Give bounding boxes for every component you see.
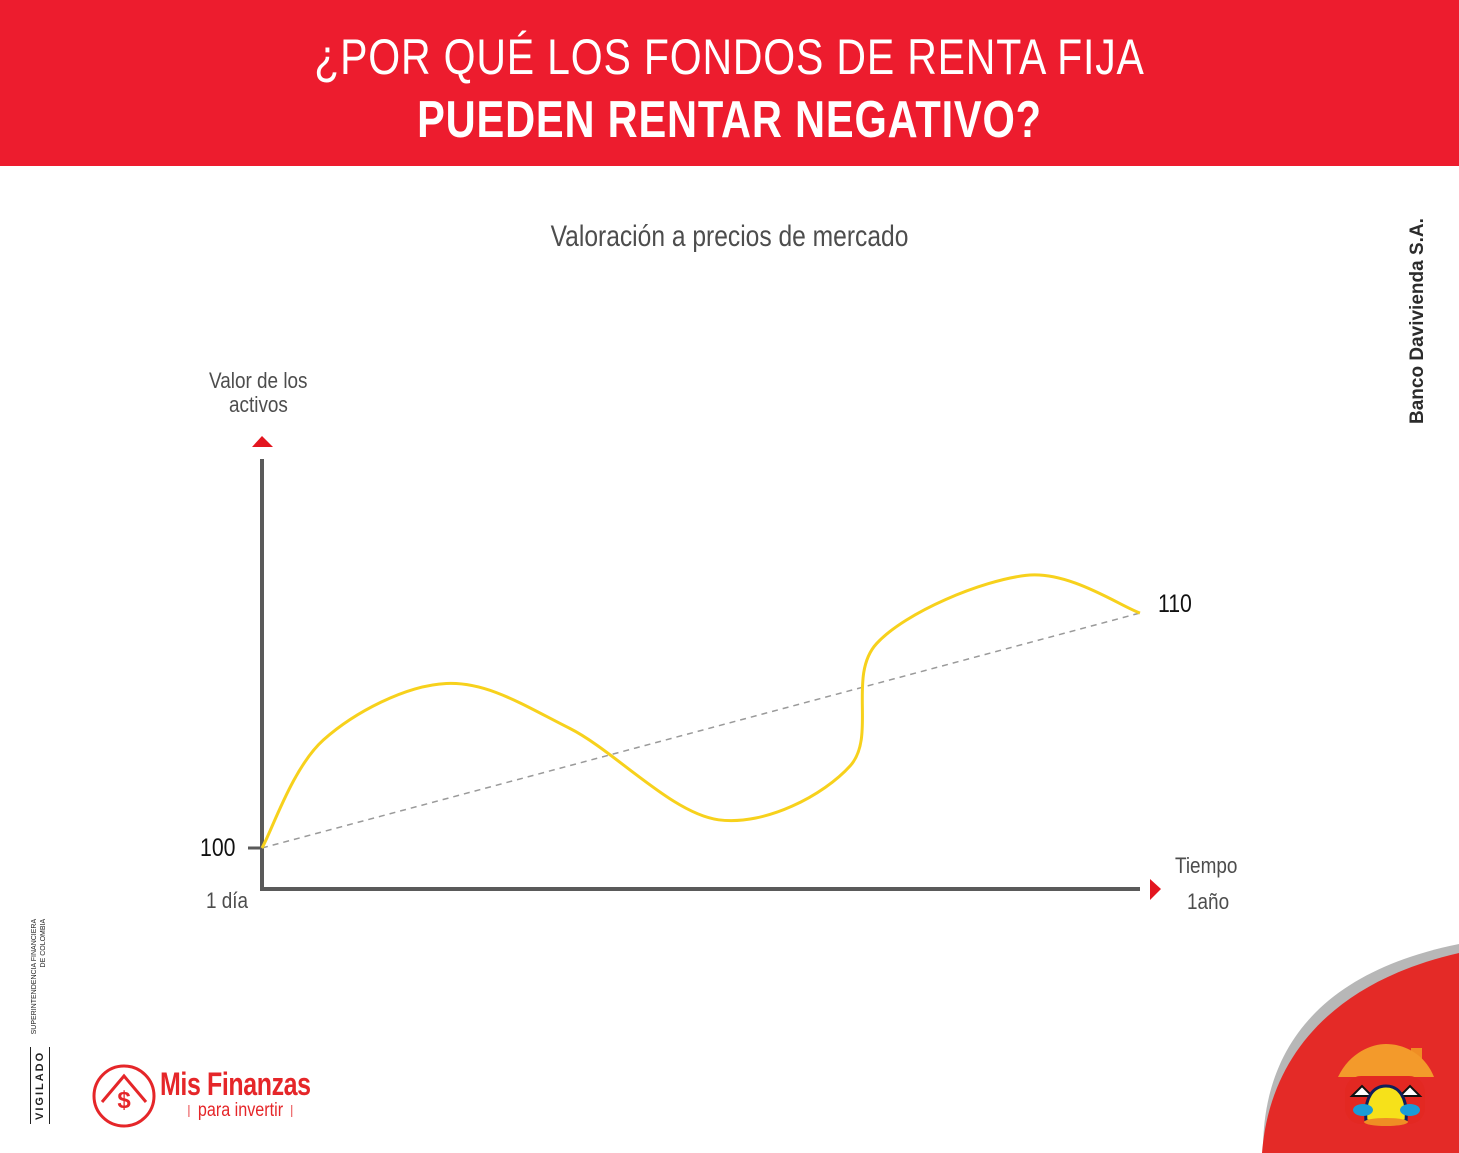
y-axis-label-line-1: Valor de los — [209, 368, 308, 393]
mis-finanzas-logo: $ Mis Finanzas para invertir — [92, 1060, 332, 1130]
logo-name: Mis Finanzas — [160, 1066, 311, 1102]
y-end-value-label: 110 — [1158, 590, 1192, 618]
x-start-label: 1 día — [206, 888, 249, 913]
market-value-curve — [260, 573, 1141, 849]
y-start-value-label: 100 — [200, 834, 236, 862]
trend-line-dashed — [261, 612, 1141, 849]
title-line-2: PUEDEN RENTAR NEGATIVO? — [417, 91, 1042, 149]
header-banner: ¿POR QUÉ LOS FONDOS DE RENTA FIJA PUEDEN… — [0, 0, 1459, 166]
svg-text:$: $ — [117, 1087, 131, 1114]
x-axis-arrow-icon — [1150, 879, 1161, 900]
x-end-label: 1año — [1187, 889, 1230, 914]
chart-title: Valoración a precios de mercado — [550, 220, 909, 253]
logo-tagline: para invertir — [180, 1100, 301, 1122]
x-axis-label: Tiempo — [1175, 853, 1238, 878]
y-axis-label-line-2: activos — [229, 392, 288, 417]
y-axis-arrow-icon — [252, 436, 273, 447]
dollar-icon: $ — [92, 1064, 156, 1128]
title-line-1: ¿POR QUÉ LOS FONDOS DE RENTA FIJA — [314, 29, 1145, 85]
series-layer — [260, 573, 1141, 849]
davivienda-house-icon — [1338, 1044, 1434, 1126]
